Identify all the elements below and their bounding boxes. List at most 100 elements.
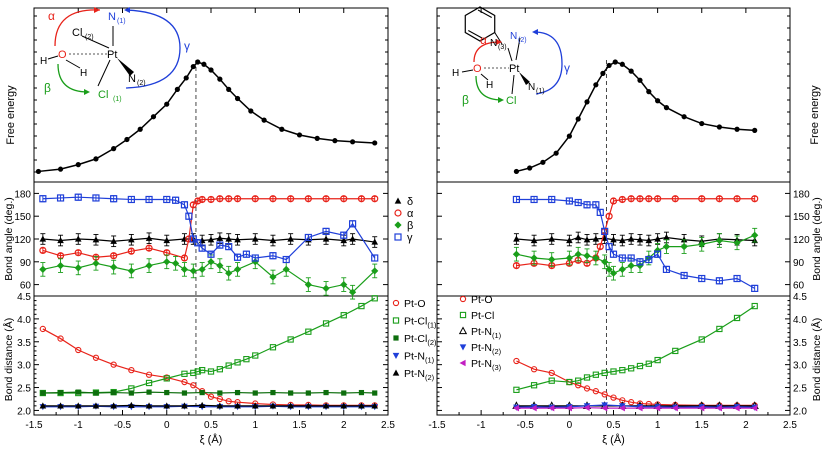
energy-point	[174, 86, 180, 92]
angle-point	[216, 262, 224, 270]
energy-point	[35, 168, 42, 175]
angle-point	[530, 254, 538, 262]
x-tick-label-left: 0	[164, 420, 170, 431]
distance-point	[716, 325, 723, 333]
distance-legend-label: Pt-N(2)	[404, 368, 435, 382]
angle-point	[751, 231, 759, 239]
energy-point	[332, 138, 338, 144]
x-tick-label-right: 2	[743, 420, 749, 431]
chart-panel-right: -1.5 -1 -0.5 0 0.5 1 1.5 2 2.5 ξ (Å) 60 90 120 150 180…	[428, 7, 823, 446]
distance-point	[199, 366, 206, 374]
n1-sub: (1)	[117, 18, 126, 25]
angle-point	[251, 254, 259, 262]
o-h-bond-1	[47, 55, 59, 60]
distance-line-right	[516, 305, 756, 391]
angle-point	[592, 201, 600, 209]
distance-point	[618, 404, 625, 412]
angle-point	[751, 284, 759, 292]
distance-point	[217, 390, 223, 396]
distance-legend-subscript: (2)	[492, 347, 502, 356]
angle-y-tick-label-left: 180	[14, 189, 31, 200]
angle-line-right	[516, 198, 755, 289]
o-label: O	[58, 49, 67, 61]
angle-point	[680, 271, 688, 280]
angle-point	[92, 194, 100, 202]
angle-point	[233, 253, 242, 261]
cl2-sub: (2)	[85, 34, 94, 41]
distance-legend-subscript: (1)	[492, 331, 502, 340]
angle-point	[282, 255, 290, 264]
energy-point	[137, 126, 143, 132]
angle-point	[662, 243, 671, 251]
distance-point	[198, 401, 206, 408]
x-tick-label-left: 1	[252, 420, 258, 431]
distance-y-label-right: Bond distance (Å)	[810, 318, 823, 401]
angle-point	[127, 267, 135, 275]
angle-point	[601, 258, 609, 266]
angle-point	[322, 195, 330, 203]
distance-point	[92, 354, 100, 361]
angle-point	[619, 237, 626, 244]
distance-point	[75, 346, 82, 354]
angle-point	[322, 227, 330, 235]
distance-point	[146, 389, 152, 395]
x-tick-label-left: 2.5	[381, 420, 395, 431]
distance-point	[565, 404, 572, 412]
energy-y-label-right: Free energy	[809, 85, 821, 145]
distance-point	[358, 389, 365, 396]
n2-label: N	[128, 73, 136, 85]
angle-point	[654, 246, 662, 254]
angle-point	[207, 195, 215, 204]
distance-legend-label: Pt-Cl	[471, 310, 494, 322]
energy-point	[124, 136, 130, 143]
distance-y-label-left: Bond distance (Å)	[2, 318, 15, 401]
angle-point	[207, 250, 215, 258]
distance-point	[340, 402, 348, 409]
distance-y-tick-label-left: 2.5	[17, 384, 31, 395]
energy-point	[593, 82, 599, 88]
angle-point	[225, 243, 233, 251]
energy-point	[584, 99, 590, 105]
angle-point	[733, 195, 741, 203]
distance-y-tick-label-left: 2.0	[17, 406, 31, 417]
angle-point	[304, 233, 312, 242]
energy-point	[234, 95, 241, 102]
distance-point	[216, 395, 223, 403]
distance-y-tick-label-left: 4.0	[17, 315, 31, 326]
distance-point	[269, 402, 277, 409]
alpha-arrowhead	[94, 7, 100, 13]
chart-panel-left: -1.5 -1 -0.5 0 0.5 1 1.5 2 2.5 ξ (Å) 60 90 120 150 180…	[2, 7, 437, 446]
distance-point	[216, 366, 223, 373]
angle-point	[189, 235, 197, 243]
angle-legend-label: α	[407, 208, 414, 220]
angle-point	[322, 284, 330, 292]
energy-point	[619, 61, 625, 67]
angle-point	[180, 254, 189, 262]
energy-point	[164, 101, 170, 107]
distance-point	[513, 357, 520, 365]
angle-point	[627, 195, 635, 203]
angle-point	[645, 237, 653, 244]
angle-y-tick-label-right: 90	[793, 258, 805, 269]
angle-point	[234, 236, 241, 243]
distance-point	[287, 402, 294, 409]
beta-label: β	[462, 93, 469, 107]
distance-point	[92, 402, 100, 409]
angle-point	[636, 258, 644, 266]
angle-y-tick-label-left: 60	[20, 281, 32, 292]
distance-legend-marker	[393, 335, 399, 341]
angle-point	[110, 237, 117, 244]
gamma-arrow	[125, 9, 181, 89]
angle-point	[225, 235, 232, 242]
distance-point	[530, 382, 538, 389]
distance-point	[671, 404, 678, 412]
angle-point	[698, 240, 706, 248]
distance-point	[252, 352, 259, 359]
angle-point	[92, 236, 100, 243]
angle-point	[340, 281, 348, 289]
angle-point	[601, 227, 609, 235]
distance-point	[358, 302, 365, 310]
distance-point	[74, 402, 82, 409]
distance-y-tick-label-right: 2.5	[793, 384, 807, 395]
